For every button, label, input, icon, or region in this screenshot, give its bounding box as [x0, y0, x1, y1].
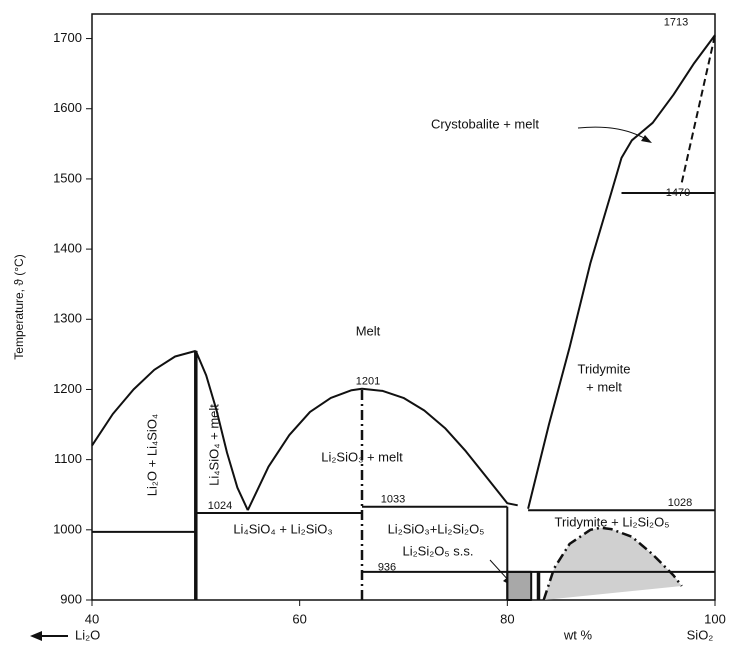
- x-tick-label: 100: [704, 611, 726, 626]
- x-axis-label: SiO₂: [687, 627, 714, 642]
- pointer-head: [641, 135, 652, 143]
- pointer: [577, 126, 649, 141]
- temperature-label: 1713: [664, 16, 688, 28]
- y-tick-label: 1500: [53, 170, 82, 185]
- region-label: Li₂SiO₃+Li₂Si₂O₅: [388, 521, 485, 536]
- y-tick-label: 1000: [53, 521, 82, 536]
- region-label: Crystobalite + melt: [431, 116, 539, 131]
- temperature-label: 1033: [381, 494, 405, 506]
- temperature-label: 936: [378, 562, 396, 574]
- y-axis-label: Temperature, ϑ (°C): [12, 254, 26, 359]
- arrow-head: [30, 631, 42, 641]
- temperature-label: 1024: [208, 500, 232, 512]
- y-tick-label: 1700: [53, 30, 82, 45]
- x-axis-label: Li₂O: [75, 627, 100, 642]
- temperature-label: 1028: [668, 497, 692, 509]
- y-tick-label: 1100: [54, 451, 82, 466]
- region-label: Li₂Si₂O₅ s.s.: [403, 543, 474, 558]
- x-tick-label: 60: [292, 611, 306, 626]
- temperature-label: 1201: [356, 376, 380, 388]
- y-tick-label: 1600: [53, 100, 82, 115]
- phase-line: [91, 349, 197, 447]
- region-label: + melt: [586, 379, 622, 394]
- x-axis-label: wt %: [563, 627, 593, 642]
- phase-line: [680, 34, 716, 183]
- region-label: Li₂O + Li₄SiO₄: [144, 414, 159, 497]
- region-label: Melt: [356, 323, 381, 338]
- x-tick-label: 40: [85, 611, 99, 626]
- x-tick-label: 80: [500, 611, 514, 626]
- region-label: Tridymite: [578, 361, 631, 376]
- phase-line: [542, 526, 683, 601]
- y-tick-label: 1200: [53, 381, 82, 396]
- region-label: Li₄SiO₄ + Li₂SiO₃: [233, 521, 332, 536]
- phase-line: [194, 350, 249, 511]
- phase-line: [246, 387, 518, 511]
- region-label: Li₂SiO₃ + melt: [321, 449, 403, 464]
- region-label: Li₄SiO₄ + melt: [206, 404, 221, 486]
- phase-line: [506, 570, 533, 601]
- region-label: Tridymite + Li₂Si₂O₅: [555, 514, 670, 529]
- y-tick-label: 1300: [53, 311, 82, 326]
- y-tick-label: 900: [60, 591, 82, 606]
- phase-line: [527, 34, 716, 510]
- y-tick-label: 1400: [53, 241, 82, 256]
- temperature-label: 1470: [666, 187, 690, 199]
- plot-frame: [91, 13, 716, 601]
